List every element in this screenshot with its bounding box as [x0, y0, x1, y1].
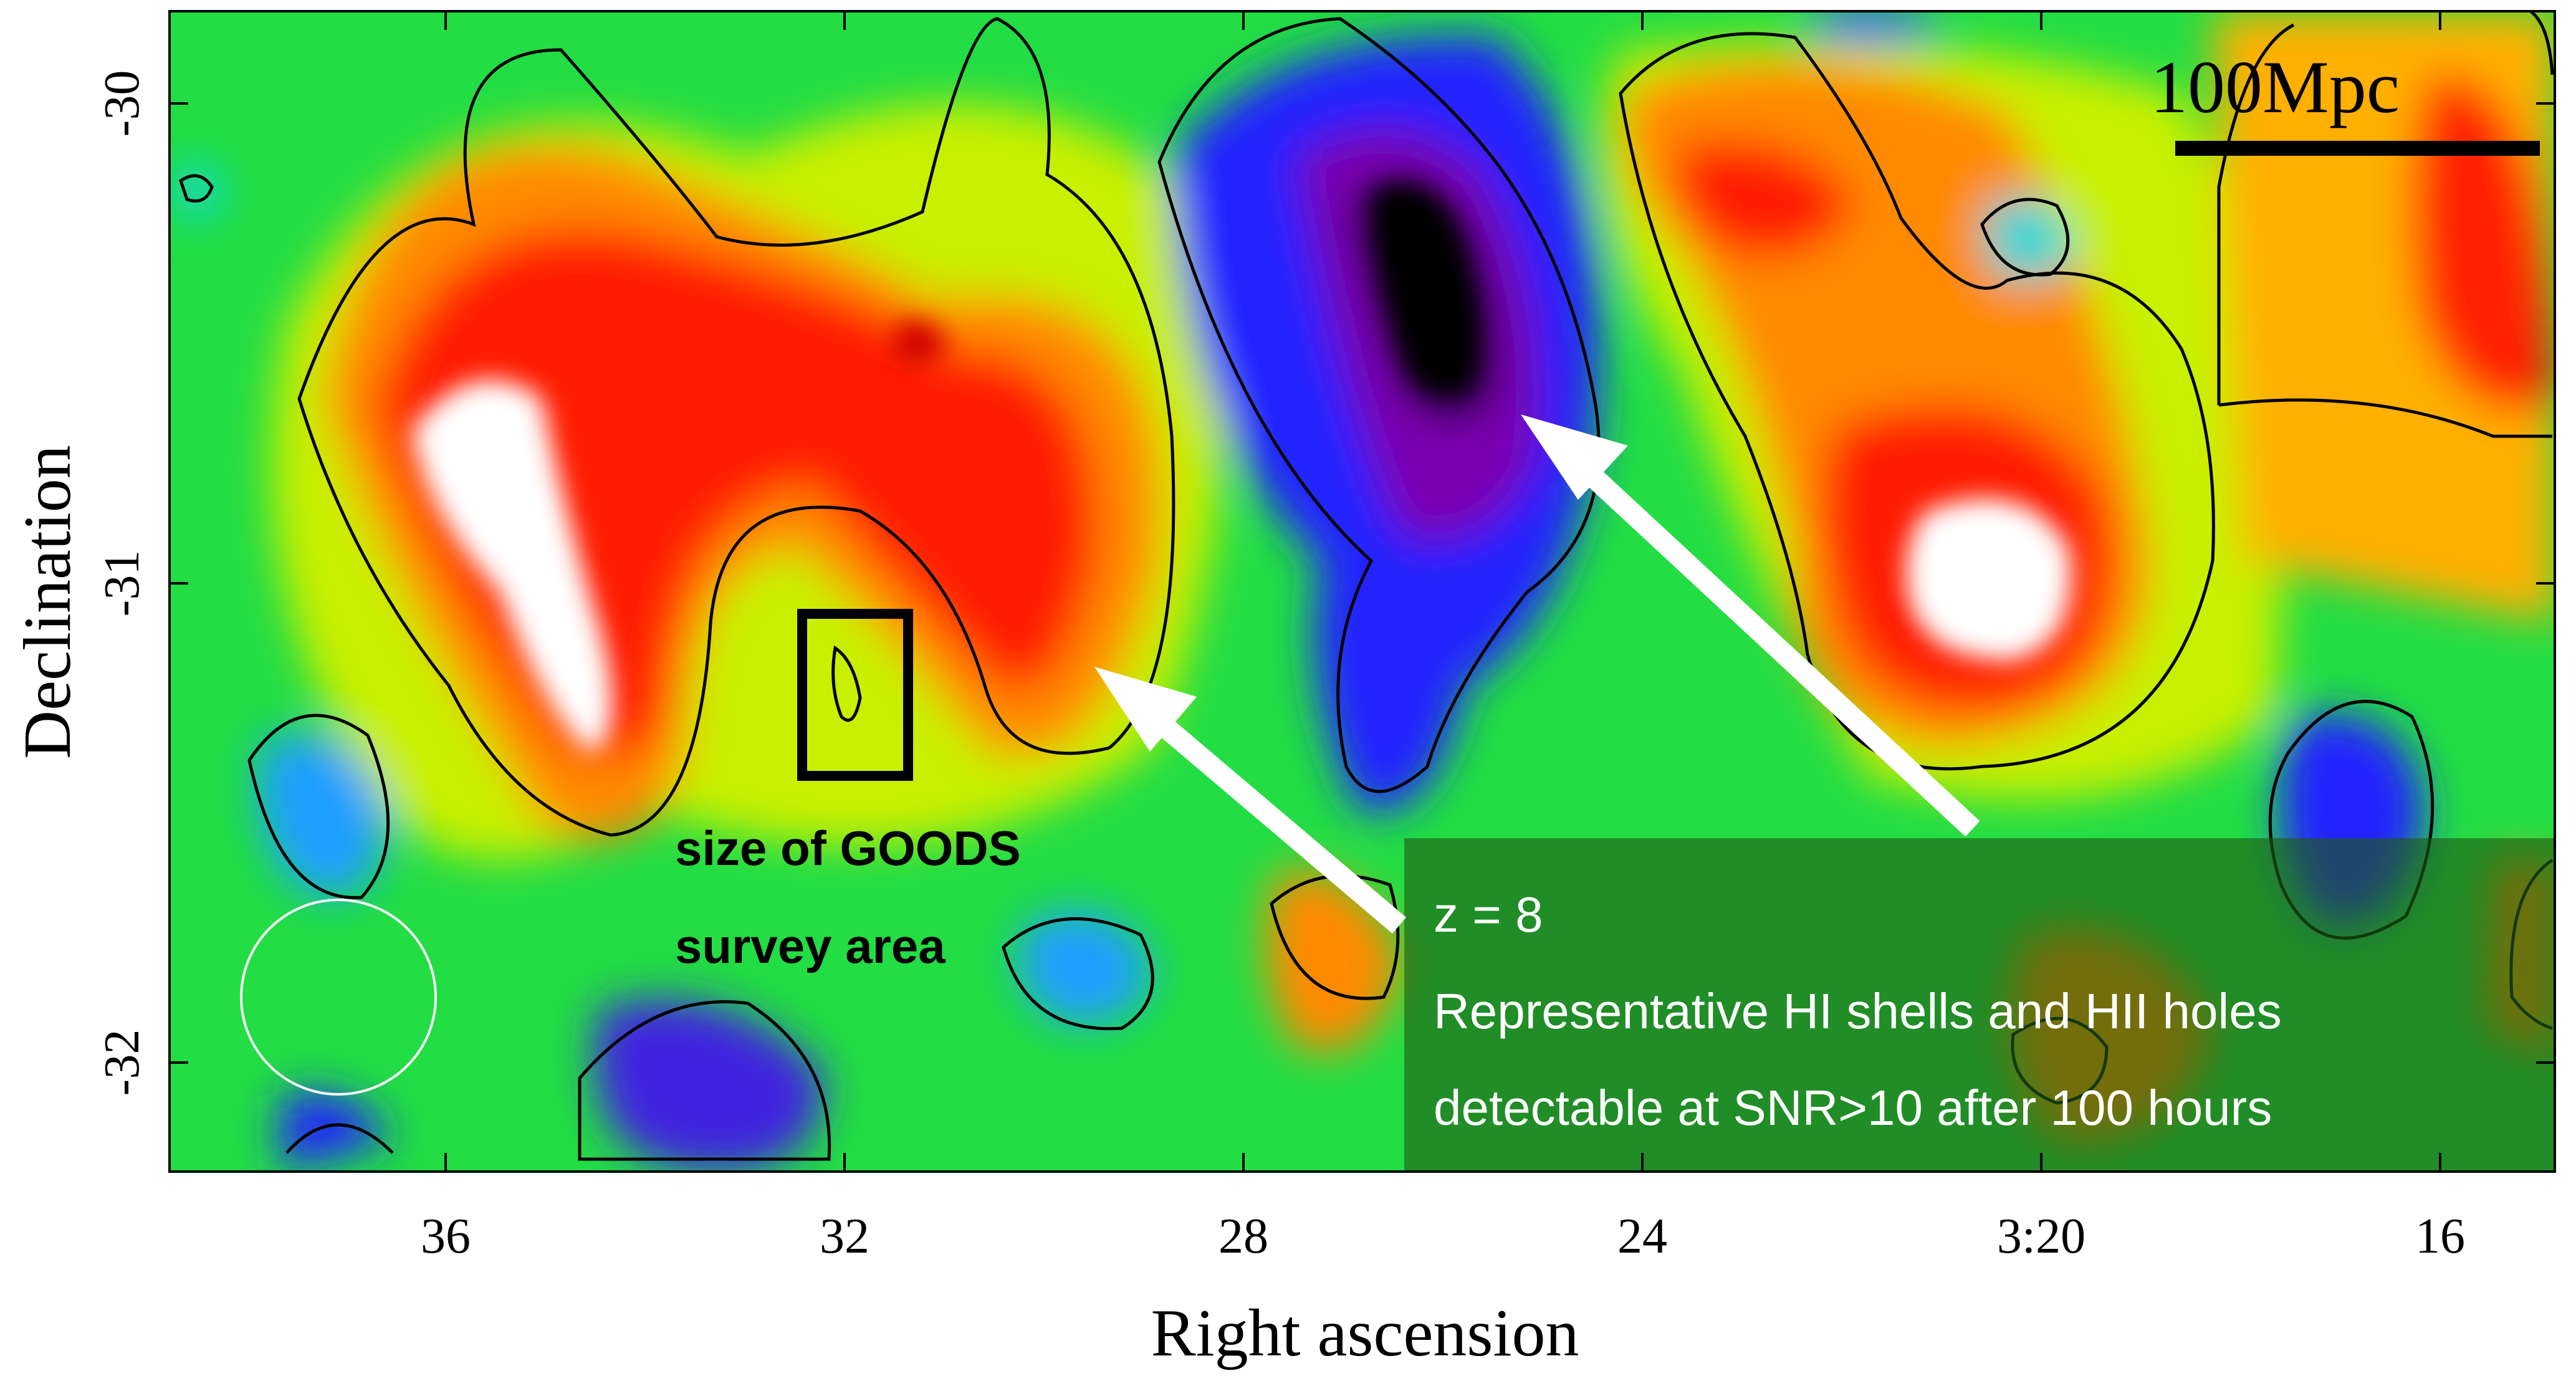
arrow-right-head: [1521, 414, 1628, 500]
goods-annotation-line2: survey area: [675, 919, 946, 973]
beam-circle: [240, 899, 437, 1096]
goods-annotation: size of GOODS survey area: [675, 821, 1021, 973]
contour-corner: [2529, 11, 2554, 75]
y-tick-label-32: -32: [95, 1030, 150, 1096]
contour-beam-blob: [285, 1123, 394, 1154]
y-tick-labels: -30 -31 -32: [95, 70, 150, 1096]
info-line-shells: Representative HI shells and HII holes: [1434, 983, 2282, 1039]
contour-lines: [179, 11, 2554, 1161]
scale-bar: 100Mpc: [2150, 45, 2540, 156]
tick-marks: [170, 11, 2555, 1172]
arrow-right-shaft: [1576, 459, 1980, 837]
contour-cyan-blob: [1980, 198, 2070, 277]
info-redshift: z = 8: [1434, 887, 1543, 942]
contour-right-structure: [1619, 32, 2215, 771]
contour-bottom-blob: [578, 1000, 831, 1161]
map-area: [170, 11, 2555, 1172]
x-tick-label-16: 16: [2415, 1209, 2465, 1264]
peak-highlights: [411, 183, 2072, 754]
goods-annotation-line1: size of GOODS: [675, 821, 1021, 876]
contour-central-trough: [1157, 17, 1601, 793]
y-tick-label-31: -31: [95, 550, 150, 617]
x-tick-label-3-20: 3:20: [1997, 1209, 2085, 1264]
contour-right-edge-2: [2218, 398, 2552, 438]
goods-survey-box: [797, 609, 913, 781]
contour-small-blob: [1002, 917, 1154, 1031]
contour-goods-blob: [831, 645, 862, 722]
contour-edge-blob: [179, 174, 214, 203]
arrow-left-shaft: [1146, 709, 1406, 934]
x-axis-title: Right ascension: [1151, 1296, 1579, 1370]
y-axis-title: Declination: [11, 445, 85, 759]
contour-left-blob: [247, 714, 390, 899]
plot-frame: [168, 10, 2556, 1173]
x-tick-label-28: 28: [1219, 1209, 1268, 1264]
arrow-left-head: [1094, 667, 1197, 752]
info-panel-text: z = 8 Representative HI shells and HII h…: [1434, 887, 2282, 1135]
info-panel: [1404, 838, 2555, 1172]
contour-right-edge: [2217, 23, 2295, 405]
scale-bar-label: 100Mpc: [2150, 45, 2400, 128]
x-tick-label-24: 24: [1617, 1209, 1667, 1264]
x-tick-labels: 36 32 28 24 3:20 16: [421, 1209, 2465, 1264]
x-tick-label-36: 36: [421, 1209, 471, 1264]
x-tick-label-32: 32: [820, 1209, 869, 1264]
arrows: [1094, 414, 1980, 934]
info-line-detectable: detectable at SNR>10 after 100 hours: [1434, 1080, 2272, 1135]
contour-left-structure: [297, 17, 1175, 837]
y-tick-label-30: -30: [95, 70, 150, 137]
